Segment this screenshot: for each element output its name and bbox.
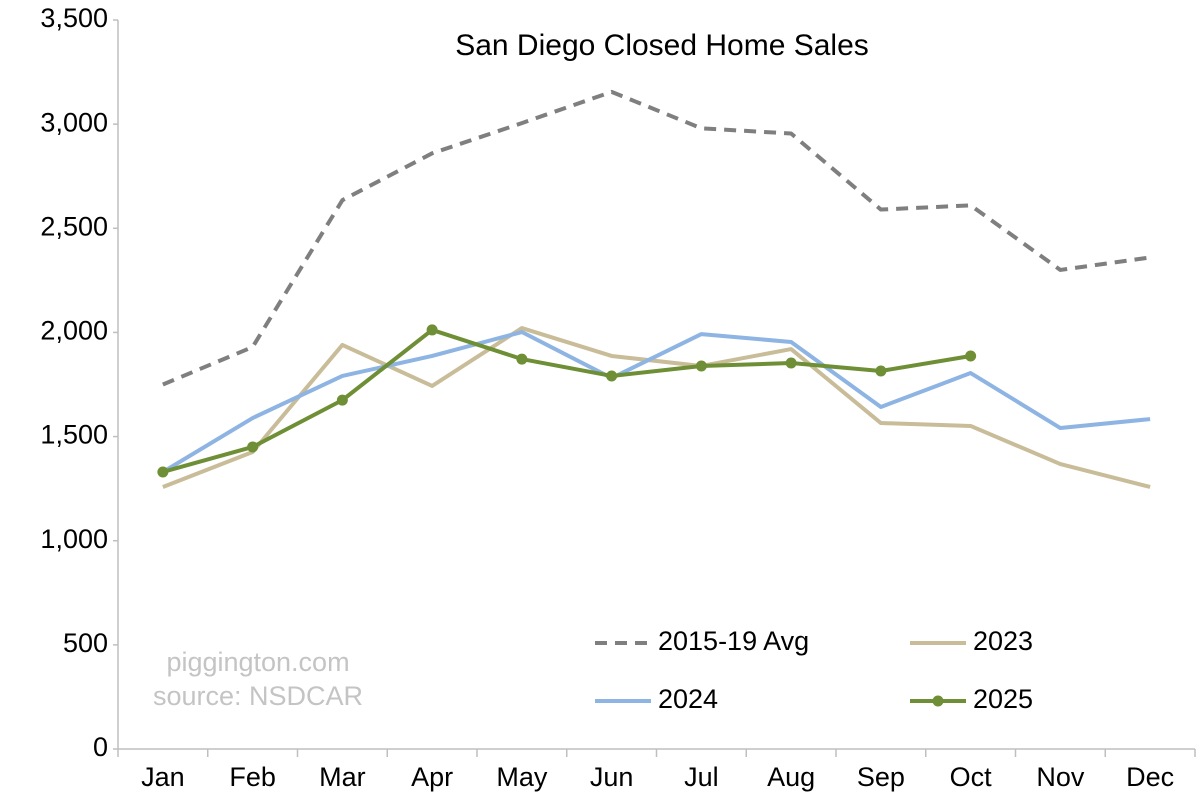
x-tick-label: Feb: [229, 762, 276, 792]
series-line: [161, 330, 1151, 474]
x-tick-label: Jun: [590, 762, 634, 792]
legend-label: 2023: [973, 626, 1033, 656]
data-point: [606, 370, 618, 382]
x-tick-label: Dec: [1126, 762, 1174, 792]
legend-label: 2024: [658, 684, 718, 714]
x-tick-label: Mar: [319, 762, 366, 792]
x-tick-label: Apr: [411, 762, 453, 792]
x-tick-label: Jan: [141, 762, 185, 792]
data-point: [157, 466, 169, 478]
watermark: piggington.com: [166, 647, 349, 677]
x-tick-label: May: [496, 762, 548, 792]
y-tick-label: 2,500: [40, 211, 108, 241]
legend-label: 2025: [973, 684, 1033, 714]
series-line: [162, 327, 971, 474]
y-tick-label: 2,000: [40, 316, 108, 346]
y-tick-label: 1,500: [40, 420, 108, 450]
data-point: [426, 324, 438, 336]
y-tick-label: 500: [63, 628, 108, 658]
data-point: [965, 350, 977, 362]
series-line: [162, 326, 1151, 489]
data-point: [875, 365, 887, 377]
data-point: [247, 441, 259, 453]
y-tick-label: 1,000: [40, 524, 108, 554]
series-line: [162, 89, 1151, 387]
data-point: [336, 394, 348, 406]
y-tick-label: 0: [93, 732, 108, 762]
x-tick-label: Aug: [767, 762, 815, 792]
y-tick-label: 3,000: [40, 107, 108, 137]
source-note: source: NSDCAR: [153, 681, 363, 711]
data-point: [516, 353, 528, 365]
data-point: [785, 357, 797, 369]
x-tick-label: Oct: [950, 762, 993, 792]
x-tick-label: Jul: [684, 762, 719, 792]
legend-marker: [932, 695, 944, 707]
chart-title: San Diego Closed Home Sales: [455, 29, 869, 62]
x-tick-label: Nov: [1036, 762, 1085, 792]
data-point: [695, 360, 707, 372]
y-tick-label: 3,500: [40, 3, 108, 33]
x-tick-label: Sep: [857, 762, 905, 792]
legend-label: 2015-19 Avg: [658, 626, 809, 656]
